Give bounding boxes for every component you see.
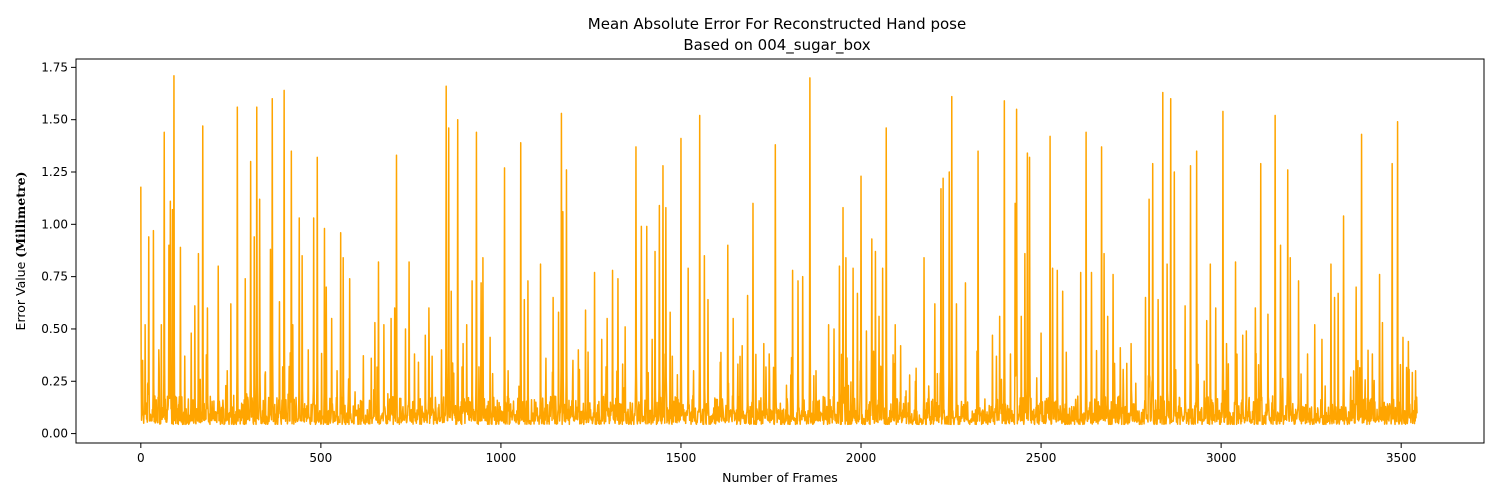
y-tick-label: 1.25 (41, 165, 68, 179)
x-tick-label: 500 (309, 451, 332, 465)
x-tick-label: 1000 (486, 451, 517, 465)
x-axis-label: Number of Frames (722, 470, 838, 485)
y-axis-label-prefix: Error Value (13, 258, 28, 331)
y-tick-label: 0.00 (41, 427, 68, 441)
plot-frame (75, 58, 1485, 444)
y-tick-label: 1.00 (41, 217, 68, 231)
y-tick-label: 1.75 (41, 60, 68, 74)
y-tick-label: 0.25 (41, 374, 68, 388)
x-axis: 0 500 1000 1500 2000 2500 3000 3500 (137, 443, 1416, 465)
x-tick-label: 3500 (1386, 451, 1417, 465)
x-tick-label: 2000 (846, 451, 877, 465)
y-tick-label: 1.50 (41, 113, 68, 127)
x-tick-label: 3000 (1206, 451, 1237, 465)
y-axis-label-unit: (Millimetre) (13, 172, 28, 258)
chart-subtitle: Based on 004_sugar_box (683, 36, 870, 55)
x-tick-label: 0 (137, 451, 145, 465)
x-tick-label: 2500 (1026, 451, 1057, 465)
y-tick-label: 0.75 (41, 270, 68, 284)
y-axis-label: Error Value (Millimetre) (13, 172, 28, 331)
plot-series (140, 74, 1418, 426)
y-axis: 0.00 0.25 0.50 0.75 1.00 1.25 1.50 1.75 (41, 60, 76, 441)
y-tick-label: 0.50 (41, 322, 68, 336)
chart-title: Mean Absolute Error For Reconstructed Ha… (588, 15, 966, 33)
series-line (140, 74, 1418, 426)
x-tick-label: 1500 (666, 451, 697, 465)
